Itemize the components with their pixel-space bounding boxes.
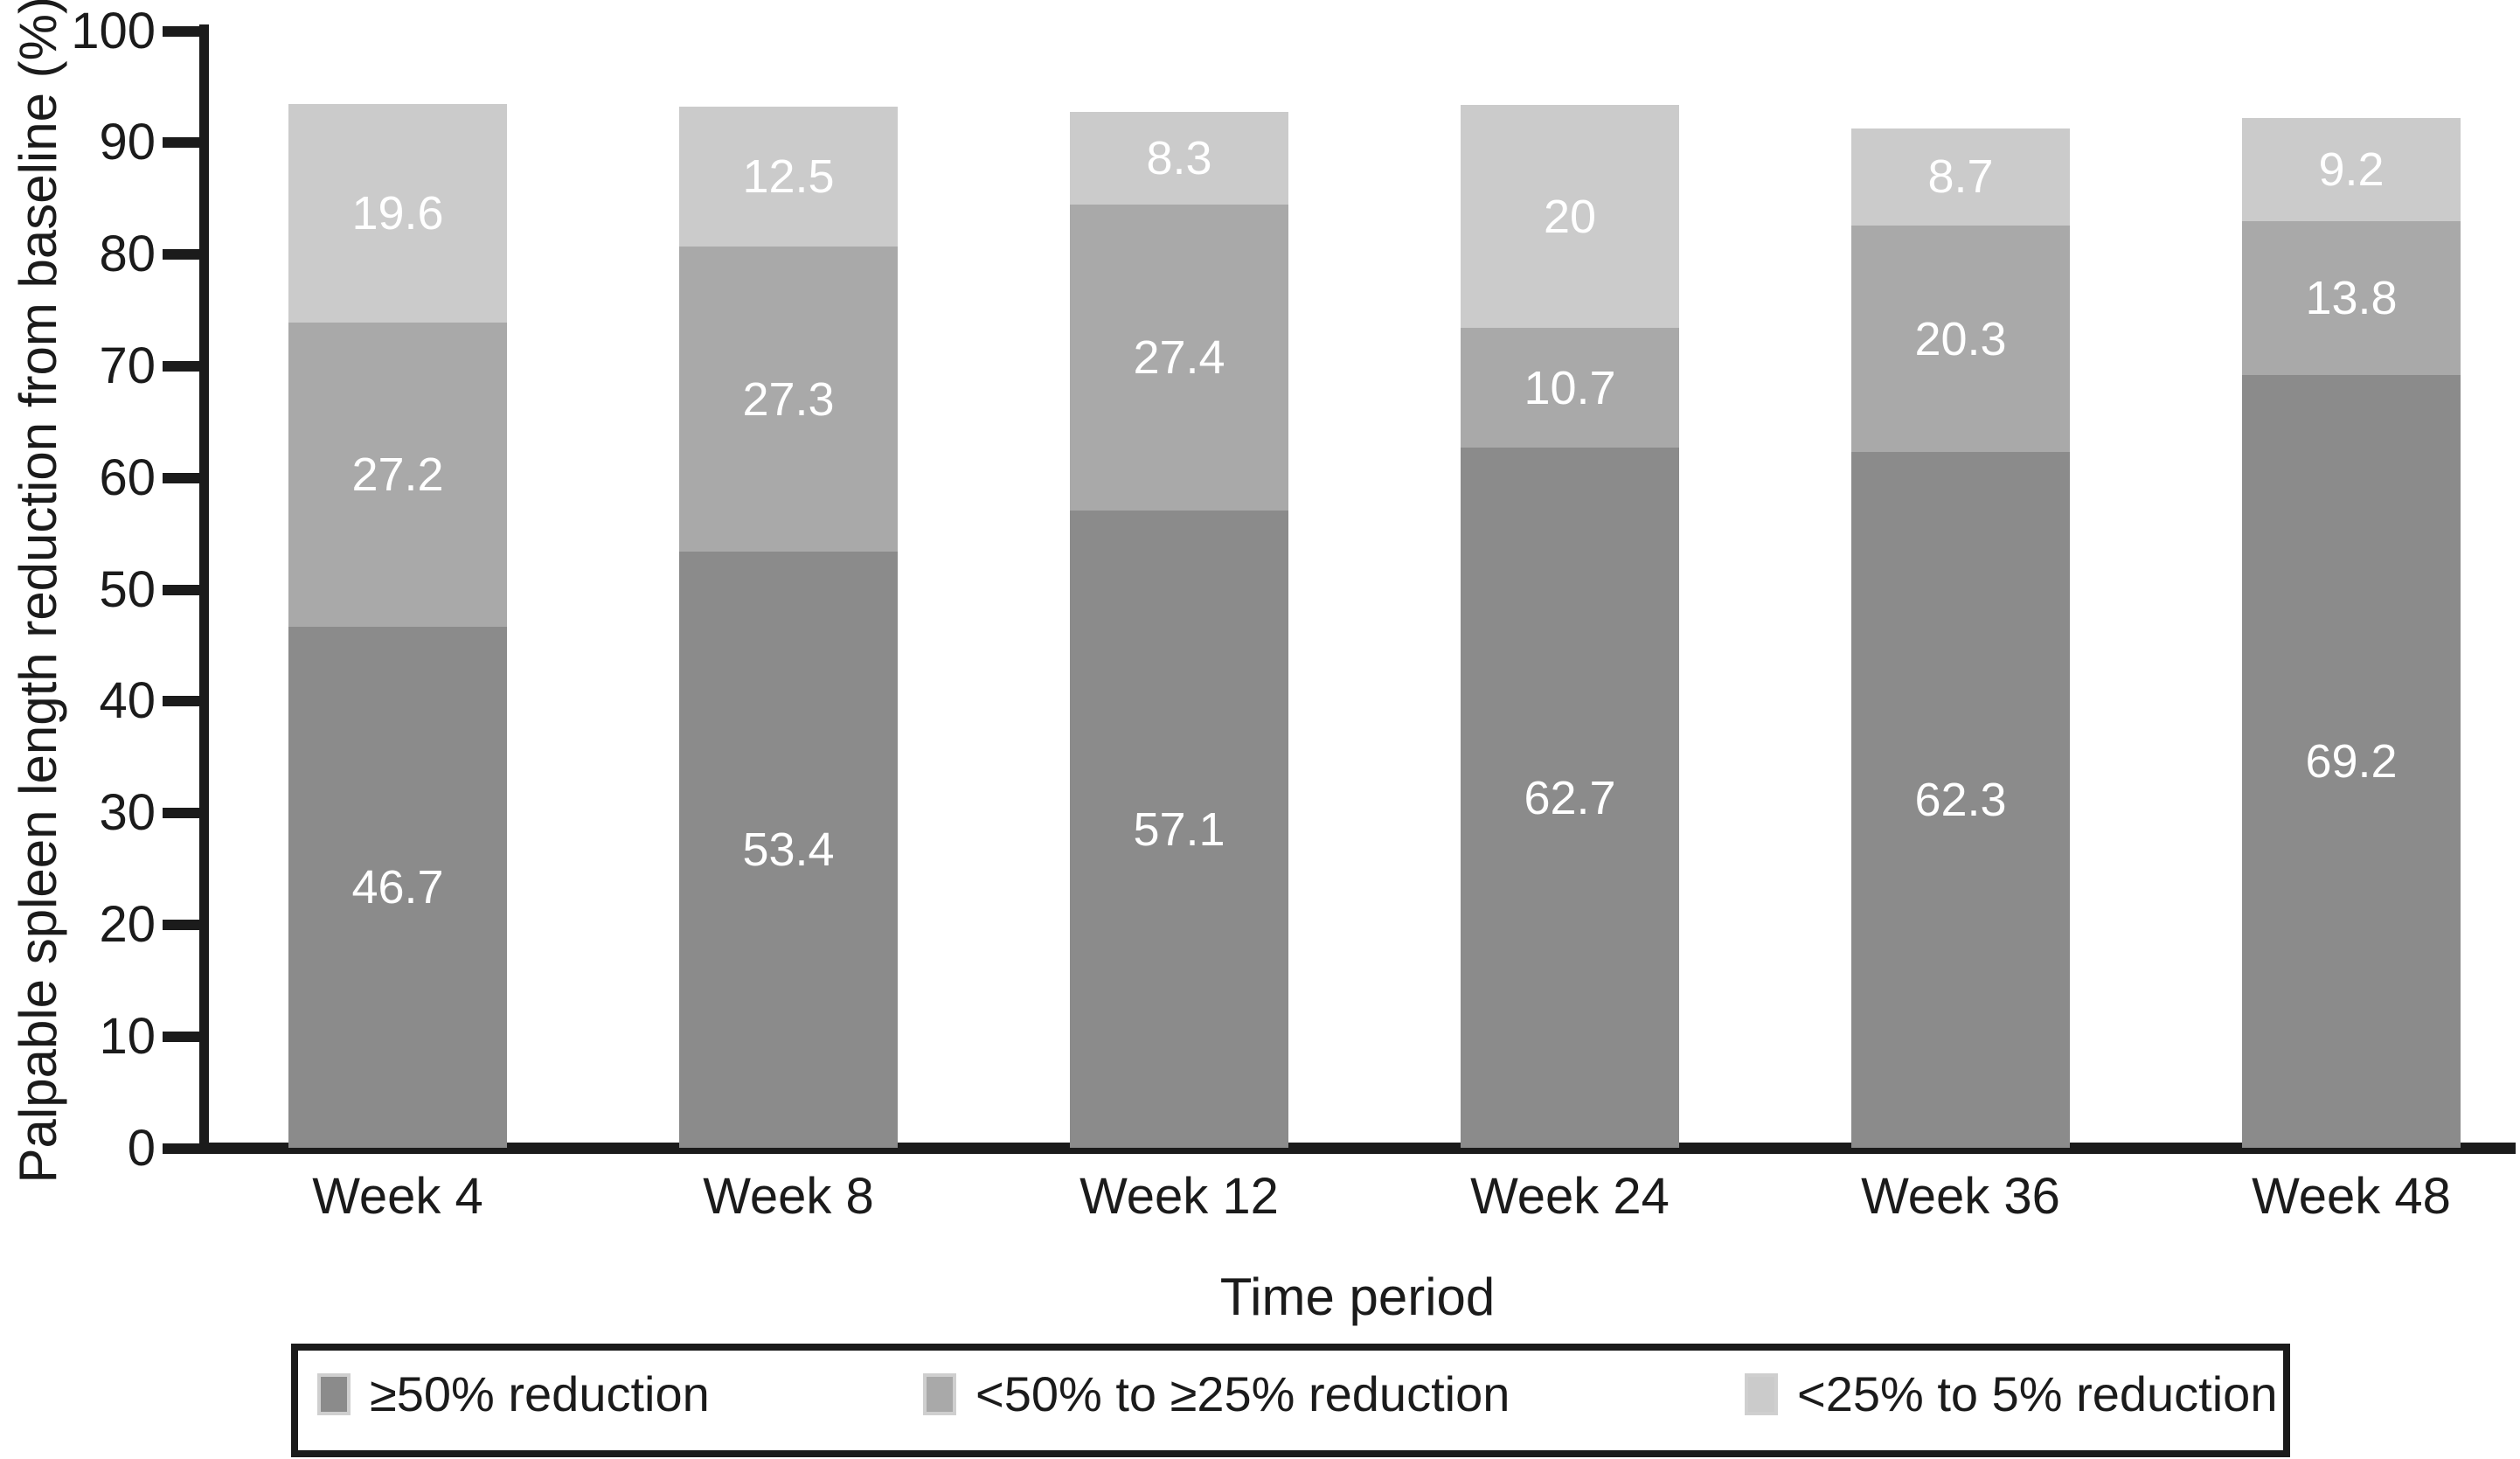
bar-segment: 57.1 — [1070, 510, 1288, 1149]
y-axis-tick-label: 40 — [99, 672, 156, 730]
y-axis-tick-mark — [163, 472, 199, 483]
bar-value-label: 46.7 — [351, 861, 444, 914]
y-axis-tick-mark — [163, 25, 199, 37]
y-axis-tick-mark — [163, 360, 199, 372]
x-axis-title: Time period — [1219, 1268, 1496, 1326]
legend-swatch — [1745, 1373, 1778, 1415]
y-axis-tick-mark — [163, 584, 199, 595]
bar-value-label: 13.8 — [2305, 271, 2398, 324]
bar-value-label: 20.3 — [1914, 312, 2007, 365]
y-axis-tick-label: 80 — [99, 226, 156, 283]
y-axis-tick-mark — [163, 808, 199, 819]
legend-swatch — [317, 1373, 351, 1415]
bar-value-label: 62.3 — [1914, 774, 2007, 827]
bar-value-label: 8.3 — [1146, 131, 1212, 184]
bar-value-label: 62.7 — [1524, 771, 1616, 824]
bar-segment: 19.6 — [288, 103, 507, 323]
x-axis-category-label: Week 12 — [1080, 1168, 1279, 1225]
legend-label: <25% to 5% reduction — [1797, 1366, 2278, 1421]
y-axis-tick-label: 70 — [99, 337, 156, 394]
x-axis-line — [199, 1143, 2516, 1154]
bar-segment: 27.3 — [679, 247, 898, 552]
legend-label: ≥50% reduction — [370, 1366, 710, 1421]
bar-value-label: 20 — [1543, 190, 1597, 243]
bar-value-label: 27.3 — [742, 372, 835, 426]
x-axis-category-label: Week 8 — [703, 1168, 874, 1225]
y-axis-tick-label: 20 — [99, 895, 156, 953]
bar-segment: 8.7 — [1851, 128, 2070, 226]
legend-item: <50% to ≥25% reduction — [923, 1368, 1510, 1421]
y-axis-tick-label: 50 — [99, 560, 156, 618]
legend-item: ≥50% reduction — [317, 1368, 710, 1421]
legend-label: <50% to ≥25% reduction — [975, 1366, 1510, 1421]
bar-segment: 27.4 — [1070, 204, 1288, 511]
y-axis-tick-mark — [163, 696, 199, 707]
bar-value-label: 9.2 — [2318, 142, 2385, 196]
legend: ≥50% reduction <50% to ≥25% reduction <25%… — [291, 1344, 2290, 1457]
y-axis-tick-mark — [163, 1143, 199, 1154]
y-axis-tick-mark — [163, 249, 199, 261]
bar-value-label: 57.1 — [1133, 802, 1225, 856]
x-axis-category-label: Week 36 — [1861, 1168, 2060, 1225]
legend-item: <25% to 5% reduction — [1745, 1368, 2277, 1421]
bar-segment: 27.2 — [288, 323, 507, 627]
bar-value-label: 12.5 — [742, 150, 835, 204]
bar-segment: 10.7 — [1461, 328, 1679, 448]
x-axis-category-label: Week 48 — [2252, 1168, 2451, 1225]
bar-value-label: 69.2 — [2305, 735, 2398, 789]
x-axis-category-label: Week 4 — [312, 1168, 483, 1225]
bar-segment: 13.8 — [2242, 220, 2461, 376]
bar-segment: 69.2 — [2242, 375, 2461, 1149]
bar-segment: 20 — [1461, 104, 1679, 329]
y-axis-tick-label: 90 — [99, 114, 156, 171]
y-axis-tick-label: 60 — [99, 448, 156, 506]
bar-value-label: 53.4 — [742, 823, 835, 877]
legend-swatch — [923, 1373, 956, 1415]
bar-segment: 12.5 — [679, 107, 898, 247]
bar-value-label: 8.7 — [1927, 150, 1994, 204]
bar-value-label: 19.6 — [351, 186, 444, 240]
y-axis-tick-label: 30 — [99, 784, 156, 842]
bar-segment: 20.3 — [1851, 225, 2070, 453]
y-axis-tick-mark — [163, 137, 199, 149]
bar-segment: 46.7 — [288, 626, 507, 1149]
y-axis-tick-mark — [163, 919, 199, 930]
bar-segment: 62.3 — [1851, 452, 2070, 1149]
y-axis-tick-label: 0 — [127, 1119, 156, 1177]
y-axis-spine — [199, 24, 209, 1154]
bar-segment: 9.2 — [2242, 118, 2461, 221]
x-axis-category-label: Week 24 — [1470, 1168, 1670, 1225]
bar-value-label: 10.7 — [1524, 361, 1616, 414]
bar-segment: 8.3 — [1070, 111, 1288, 205]
y-axis-tick-mark — [163, 1031, 199, 1042]
bar-value-label: 27.4 — [1133, 330, 1225, 384]
y-axis-tick-label: 10 — [99, 1007, 156, 1065]
bar-segment: 53.4 — [679, 552, 898, 1149]
bar-segment: 62.7 — [1461, 448, 1679, 1149]
bar-value-label: 27.2 — [351, 448, 444, 501]
y-axis-tick-label: 100 — [71, 2, 156, 59]
